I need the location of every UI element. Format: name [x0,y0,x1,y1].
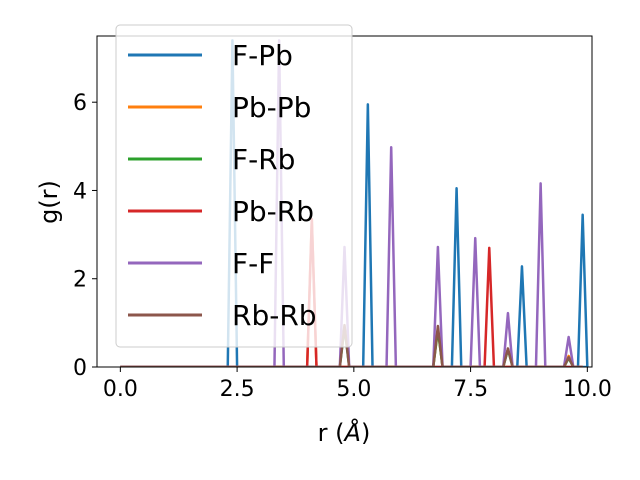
legend-label-f-rb: F-Rb [232,143,295,176]
legend-label-pb-pb: Pb-Pb [232,91,311,124]
y-axis-ticks: 0 2 4 6 [73,91,97,381]
y-axis-title: g(r) [35,180,63,224]
y-tick-label: 2 [73,268,87,293]
x-axis-title: r (Å) [318,418,371,447]
legend-label-f-pb: F-Pb [232,39,293,72]
x-axis-ticks: 0.0 2.5 5.0 7.5 10.0 [103,367,612,402]
x-tick-label: 5.0 [336,377,371,402]
x-tick-label: 2.5 [220,377,255,402]
x-tick-label: 0.0 [103,377,138,402]
x-tick-label: 7.5 [453,377,488,402]
legend-label-pb-rb: Pb-Rb [232,195,314,228]
y-tick-label: 6 [73,91,87,116]
x-tick-label: 10.0 [563,377,612,402]
x-axis-label-close: ) [361,419,370,447]
legend-label-rb-rb: Rb-Rb [232,299,317,332]
legend: F-Pb Pb-Pb F-Rb Pb-Rb F-F Rb-Rb [115,24,353,348]
x-axis-label-text: r ( [318,419,345,447]
legend-label-f-f: F-F [232,247,274,280]
y-tick-label: 4 [73,179,87,204]
y-tick-label: 0 [73,356,87,381]
x-axis-unit: Å [343,418,361,447]
